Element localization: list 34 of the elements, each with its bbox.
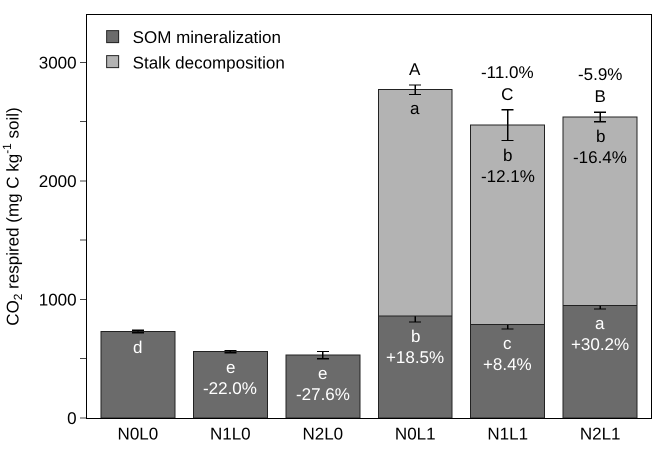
data-label: e bbox=[226, 358, 236, 377]
annotation: +30.2% bbox=[571, 335, 630, 354]
y-tick-label: 1000 bbox=[38, 290, 77, 310]
legend-label: Stalk decomposition bbox=[132, 53, 285, 72]
annotation: -27.6% bbox=[296, 385, 350, 404]
annotation: +8.4% bbox=[483, 355, 532, 374]
annotation: -5.9% B bbox=[578, 65, 622, 106]
annotation: +18.5% bbox=[386, 348, 444, 367]
bar bbox=[192, 351, 268, 418]
x-tick-label: N1L0 bbox=[210, 424, 251, 444]
annotation: -11.0% C bbox=[481, 63, 534, 104]
annotation: -12.1% bbox=[481, 167, 535, 186]
x-tick-label: N0L0 bbox=[118, 424, 158, 444]
y-tick-label: 3000 bbox=[38, 53, 77, 72]
y-tick-label: 2000 bbox=[38, 172, 77, 191]
data-label: b bbox=[503, 146, 512, 165]
data-label: d bbox=[133, 338, 142, 357]
data-label: a bbox=[410, 99, 420, 118]
data-label: b bbox=[596, 127, 606, 146]
data-label: c bbox=[503, 334, 512, 353]
y-tick-label: 0 bbox=[67, 408, 77, 428]
bar bbox=[100, 330, 176, 418]
legend-label: SOM mineralization bbox=[132, 28, 281, 48]
annotation: -16.4% bbox=[573, 148, 627, 167]
annotation: -22.0% bbox=[203, 379, 257, 398]
data-label: a bbox=[595, 314, 605, 333]
x-tick-label: N2L1 bbox=[580, 424, 620, 444]
data-label: b bbox=[411, 327, 420, 346]
data-label: e bbox=[318, 364, 328, 383]
annotation: A bbox=[409, 60, 421, 79]
x-tick-label: N2L0 bbox=[302, 424, 344, 444]
x-tick-label: N1L1 bbox=[487, 424, 528, 444]
bar bbox=[285, 354, 360, 418]
x-tick-label: N0L1 bbox=[394, 424, 436, 444]
